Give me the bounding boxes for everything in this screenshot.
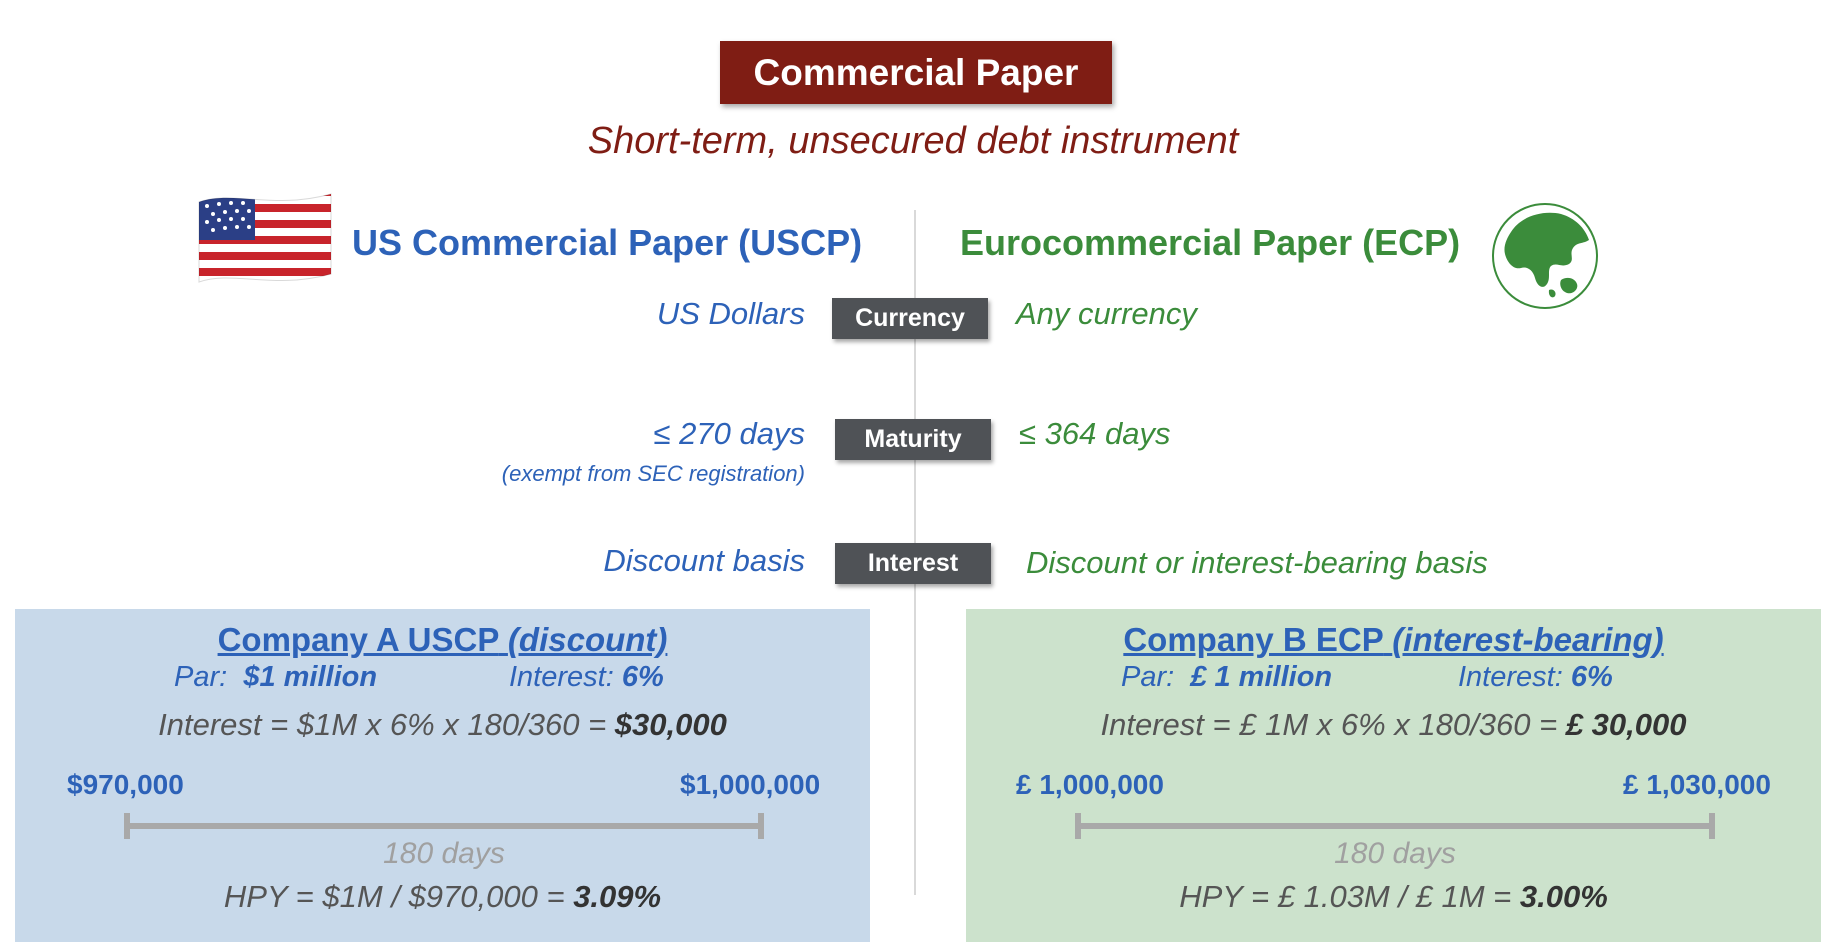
us-flag-icon — [193, 188, 337, 292]
example-a-hpy-result: 3.09% — [573, 879, 662, 914]
currency-label: Currency — [832, 298, 988, 339]
example-b-hpy-text: HPY = £ 1.03M / £ 1M = — [1179, 879, 1512, 914]
example-b-start-amount: £ 1,000,000 — [1016, 769, 1164, 800]
timeline-b-bar — [1075, 823, 1715, 829]
example-a-rate: Interest: 6% — [509, 661, 664, 694]
example-a-title-name: Company A USCP — [217, 621, 499, 658]
example-b-rate: Interest: 6% — [1458, 661, 1613, 694]
example-a-par: Par: $1 million — [174, 661, 377, 694]
example-b-title-name: Company B ECP — [1123, 621, 1384, 658]
example-b-end-amount: £ 1,030,000 — [1623, 769, 1771, 800]
example-b-period: 180 days — [1334, 837, 1456, 870]
example-a-title: Company A USCP (discount) — [15, 621, 870, 659]
example-b-title: Company B ECP (interest-bearing) — [966, 621, 1821, 659]
example-b-calc-result: £ 30,000 — [1565, 707, 1687, 742]
uscp-currency: US Dollars — [656, 296, 805, 331]
example-b-title-type: (interest-bearing) — [1392, 621, 1664, 658]
timeline-a-bar — [124, 823, 764, 829]
page-subtitle: Short-term, unsecured debt instrument — [587, 120, 1239, 162]
page-title: Commercial Paper — [720, 41, 1112, 104]
example-a-par-label: Par: — [174, 661, 228, 693]
interest-label: Interest — [835, 543, 991, 584]
globe-icon — [1491, 202, 1599, 310]
example-b-par: Par: £ 1 million — [1121, 661, 1332, 694]
ecp-currency: Any currency — [1016, 296, 1197, 331]
example-a-end-amount: $1,000,000 — [680, 769, 821, 800]
uscp-interest: Discount basis — [603, 543, 805, 578]
uscp-maturity-note: (exempt from SEC registration) — [501, 461, 805, 486]
example-a-panel: Company A USCP (discount) Par: $1 millio… — [15, 609, 870, 942]
example-b-par-label: Par: — [1121, 661, 1175, 693]
example-a-calc-result: $30,000 — [614, 707, 727, 742]
example-a-calc-text: Interest = $1M x 6% x 180/360 = — [158, 707, 607, 742]
example-a-period: 180 days — [383, 837, 505, 870]
example-a-rate-value: 6% — [621, 661, 664, 693]
example-b-par-value: £ 1 million — [1190, 661, 1333, 693]
timeline-a-end-tick — [758, 813, 764, 839]
example-a-hpy-text: HPY = $1M / $970,000 = — [223, 879, 565, 914]
example-b-calc: Interest = £ 1M x 6% x 180/360 = £ 30,00… — [966, 707, 1821, 743]
example-b-hpy: HPY = £ 1.03M / £ 1M = 3.00% — [966, 879, 1821, 915]
example-a-par-value: $1 million — [243, 661, 378, 693]
ecp-heading: Eurocommercial Paper (ECP) — [960, 222, 1461, 263]
example-b-rate-value: 6% — [1570, 661, 1613, 693]
example-a-calc: Interest = $1M x 6% x 180/360 = $30,000 — [15, 707, 870, 743]
example-a-hpy: HPY = $1M / $970,000 = 3.09% — [15, 879, 870, 915]
ecp-maturity: ≤ 364 days — [1019, 416, 1171, 451]
uscp-heading: US Commercial Paper (USCP) — [352, 222, 863, 263]
example-b-calc-text: Interest = £ 1M x 6% x 180/360 = — [1100, 707, 1558, 742]
example-a-rate-label: Interest: — [509, 661, 614, 693]
example-b-panel: Company B ECP (interest-bearing) Par: £ … — [966, 609, 1821, 942]
example-b-rate-label: Interest: — [1458, 661, 1563, 693]
ecp-interest: Discount or interest-bearing basis — [1026, 545, 1488, 580]
example-a-start-amount: $970,000 — [67, 769, 184, 800]
example-b-hpy-result: 3.00% — [1519, 879, 1608, 914]
timeline-b-end-tick — [1709, 813, 1715, 839]
uscp-maturity: ≤ 270 days — [653, 416, 805, 451]
example-a-title-type: (discount) — [507, 621, 668, 658]
maturity-label: Maturity — [835, 419, 991, 460]
